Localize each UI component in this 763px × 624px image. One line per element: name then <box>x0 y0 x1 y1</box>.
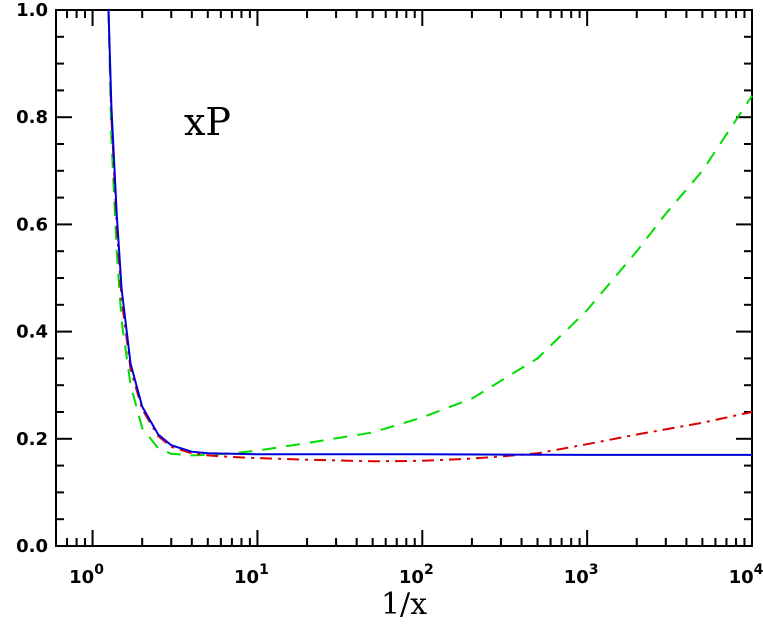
series-line-3 <box>107 9 753 457</box>
x-tick-label: 104 <box>729 562 763 588</box>
tick-labels: 100 101 102 103 104 0.0 0.2 0.4 0.6 0.8 1.0 <box>16 0 763 588</box>
series-group <box>107 9 753 463</box>
y-tick-label: 0.8 <box>16 107 48 128</box>
y-tick-label: 0.2 <box>16 429 48 450</box>
y-tick-label: 0.0 <box>16 536 48 557</box>
series-line-2 <box>107 9 753 463</box>
x-tick-label: 100 <box>69 562 104 588</box>
y-tick-label: 0.4 <box>16 322 48 343</box>
plot-frame <box>55 9 753 547</box>
y-tick-label: 0.6 <box>16 214 48 235</box>
series-line-1 <box>107 9 752 456</box>
annotation-label: xP <box>184 100 231 144</box>
x-tick-label: 101 <box>234 562 269 588</box>
x-axis-label: 1/x <box>381 587 427 622</box>
ticks <box>55 9 753 547</box>
x-tick-label: 102 <box>399 562 434 588</box>
x-tick-label: 103 <box>564 562 599 588</box>
y-tick-label: 1.0 <box>16 0 48 21</box>
